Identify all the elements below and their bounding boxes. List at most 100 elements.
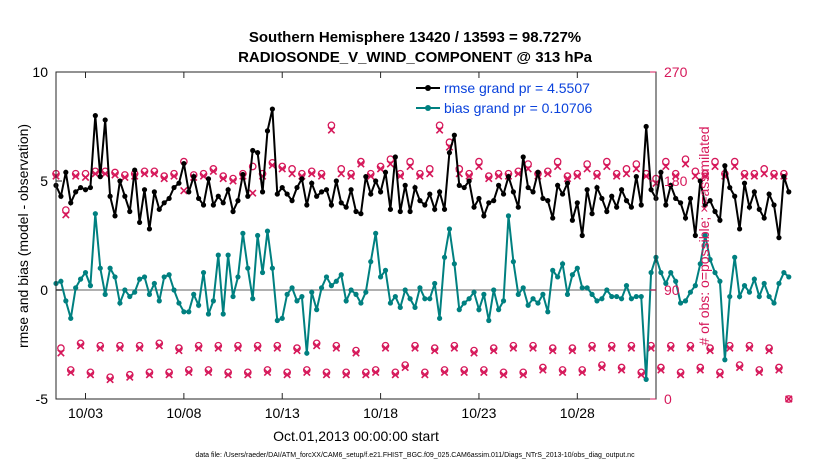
obs-assimilated-point [460, 368, 468, 377]
bias-point [574, 265, 580, 271]
obs-assimilated-point [627, 344, 636, 352]
rmse-point [161, 200, 167, 206]
obs-assimilated-point [666, 344, 675, 352]
bias-point [264, 228, 271, 234]
rmse-point [609, 193, 615, 199]
obs-assimilated-point [150, 169, 159, 178]
rmse-point [717, 217, 723, 223]
rmse-point [614, 204, 620, 210]
bias-point [579, 285, 585, 291]
obs-assimilated-point [209, 167, 218, 176]
obs-assimilated-point [248, 189, 257, 197]
obs-possible-point [327, 121, 336, 130]
bias-point [623, 283, 630, 289]
obs-assimilated-point [568, 346, 577, 355]
obs-assimilated-point [544, 169, 552, 178]
rmse-point [555, 182, 561, 188]
bias-point [781, 269, 787, 276]
bias-point [609, 293, 615, 300]
rmse-point [727, 184, 733, 191]
rmse-point [623, 198, 630, 204]
rmse-point [333, 178, 339, 184]
bias-point [68, 315, 74, 321]
rmse-point [712, 208, 718, 215]
bias-point [196, 302, 202, 308]
obs-assimilated-point [322, 371, 331, 379]
bias-point [658, 269, 664, 276]
obs-assimilated-point [583, 165, 591, 173]
rmse-point [117, 178, 123, 184]
bias-point [191, 291, 197, 297]
obs-assimilated-point [81, 173, 90, 182]
obs-assimilated-point [111, 171, 119, 179]
obs-assimilated-point [588, 344, 596, 352]
obs-assimilated-point [681, 160, 690, 168]
obs-assimilated-point [426, 169, 434, 178]
obs-assimilated-point [760, 169, 768, 178]
rmse-point [284, 191, 290, 197]
obs-assimilated-point [381, 344, 390, 352]
rmse-point [559, 191, 566, 197]
obs-assimilated-point [435, 126, 444, 134]
rmse-point [697, 178, 703, 184]
bias-point [668, 269, 674, 276]
obs-assimilated-point [165, 371, 173, 379]
obs-assimilated-point [740, 172, 749, 180]
bias-point [412, 304, 418, 311]
rmse-point [594, 184, 600, 191]
rmse-point [535, 169, 541, 175]
rmse-point [289, 198, 295, 204]
obs-assimilated-point [711, 162, 719, 171]
rmse-point [264, 128, 271, 134]
bias-point [58, 278, 64, 284]
bias-point [392, 293, 398, 300]
bias-point [87, 283, 94, 289]
bias-point [697, 261, 703, 267]
rmse-point [299, 176, 305, 182]
rmse-point [663, 202, 669, 208]
rmse-point [132, 167, 138, 173]
bias-point [614, 293, 620, 300]
y-right-tick-label: 270 [664, 64, 688, 80]
obs-assimilated-point [199, 172, 208, 180]
obs-possible-point [711, 157, 719, 166]
bias-point [117, 300, 123, 306]
rmse-point [658, 169, 664, 175]
rmse-point [422, 202, 428, 208]
bias-point [505, 213, 512, 219]
rmse-point [171, 184, 177, 191]
obs-possible-point [583, 160, 591, 168]
rmse-point [102, 117, 108, 123]
obs-possible-point [632, 160, 641, 168]
rmse-point [776, 235, 782, 241]
rmse-point [166, 195, 172, 202]
bias-point [176, 300, 182, 306]
bias-point [122, 287, 128, 293]
rmse-point [545, 198, 551, 204]
rmse-point [269, 106, 275, 112]
bias-point [638, 293, 644, 300]
obs-assimilated-point [357, 160, 365, 168]
rmse-point [628, 204, 635, 210]
obs-assimilated-point [509, 344, 518, 352]
bias-point [486, 317, 492, 324]
obs-assimilated-point [307, 169, 316, 178]
bias-point [628, 296, 635, 302]
rmse-point [255, 150, 261, 156]
obs-assimilated-point [578, 368, 586, 377]
y-axis-label-left: rmse and bias (model - observation) [15, 124, 31, 348]
bias-point [200, 269, 207, 276]
rmse-point [63, 169, 69, 175]
rmse-point [245, 193, 251, 199]
obs-assimilated-point [391, 371, 400, 379]
rmse-point [584, 187, 590, 193]
obs-assimilated-point [101, 169, 109, 178]
rmse-point [515, 204, 521, 210]
obs-assimilated-point [706, 346, 714, 355]
obs-assimilated-point [283, 371, 291, 379]
rmse-point [279, 184, 285, 191]
rmse-point [259, 189, 266, 195]
rmse-point [112, 213, 118, 219]
bias-point [496, 307, 502, 313]
rmse-point [702, 202, 708, 208]
